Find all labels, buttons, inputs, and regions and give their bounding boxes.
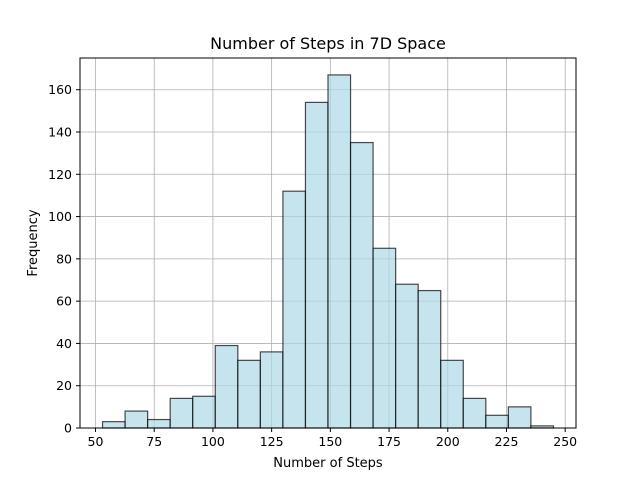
histogram-bar xyxy=(169,397,194,429)
x-tick-label: 50 xyxy=(88,434,104,449)
histogram-bar xyxy=(237,359,261,429)
histogram-bar xyxy=(372,247,397,429)
x-tick-label: 250 xyxy=(553,434,577,449)
x-tick-label: 150 xyxy=(318,434,342,449)
x-tick-label: 75 xyxy=(146,434,162,449)
x-tick-label: 225 xyxy=(495,434,519,449)
x-tick-label: 100 xyxy=(201,434,225,449)
histogram-bar xyxy=(214,344,239,429)
y-tick-label: 60 xyxy=(56,294,72,309)
x-axis-ticks: 50 75 100 125 150 175 200 225 250 xyxy=(88,428,577,449)
histogram-bar xyxy=(124,410,149,429)
y-tick-label: 40 xyxy=(56,336,72,351)
y-tick-label: 20 xyxy=(56,378,72,393)
histogram-bar xyxy=(440,359,464,429)
chart-title: Number of Steps in 7D Space xyxy=(210,34,446,53)
histogram-bar xyxy=(485,414,509,429)
plot-frame xyxy=(79,57,577,429)
y-tick-label: 160 xyxy=(48,82,72,97)
histogram-bar xyxy=(417,289,442,429)
x-tick-label: 200 xyxy=(436,434,460,449)
histogram-bar xyxy=(395,283,419,429)
y-tick-label: 100 xyxy=(48,209,72,224)
y-tick-label: 140 xyxy=(48,125,72,140)
histogram-bar xyxy=(327,74,352,429)
y-tick-label: 120 xyxy=(48,167,72,182)
histogram-bar xyxy=(282,190,307,429)
x-axis-label: Number of Steps xyxy=(273,456,383,471)
histogram-bar xyxy=(507,406,532,429)
y-axis-ticks: 0 20 40 60 80 100 120 140 160 xyxy=(48,82,80,436)
y-axis-label: Frequency xyxy=(26,209,41,276)
x-tick-label: 125 xyxy=(260,434,284,449)
y-tick-label: 80 xyxy=(56,251,72,266)
y-tick-label: 0 xyxy=(64,421,72,436)
histogram-bar xyxy=(147,418,171,429)
histogram-bar xyxy=(259,351,284,429)
histogram-bar xyxy=(101,421,126,429)
histogram-bars xyxy=(101,74,555,429)
histogram-bar xyxy=(462,397,487,429)
histogram-bar xyxy=(304,101,329,429)
histogram-bar xyxy=(192,395,216,429)
histogram-bar xyxy=(349,141,374,429)
x-tick-label: 175 xyxy=(377,434,401,449)
